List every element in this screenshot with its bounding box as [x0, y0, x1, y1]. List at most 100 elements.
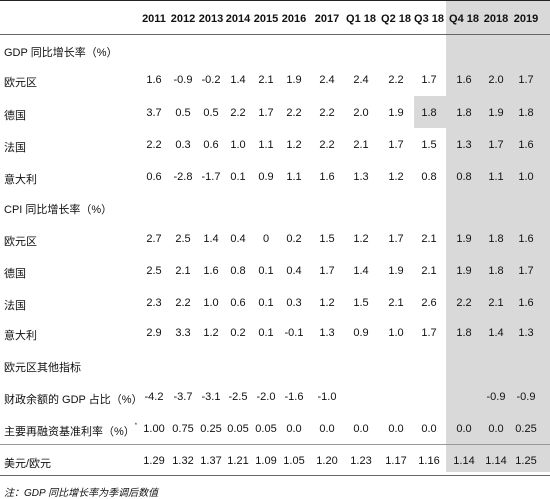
col-header: 2019 [513, 13, 539, 25]
row-label: 主要再融资基准利率（%）* [4, 423, 137, 439]
table-cell: 2.2 [388, 74, 404, 86]
table-cell: 1.7 [518, 74, 534, 86]
table-cell: -4.2 [144, 391, 164, 403]
table-cell: 2.4 [353, 74, 369, 86]
table-cell: 1.8 [456, 107, 472, 119]
table-cell: 1.14 [485, 455, 507, 467]
table-cell: 0.0 [353, 423, 369, 435]
table-cell: 1.3 [518, 327, 534, 339]
footnote-marker: * [134, 423, 138, 429]
row-label: 法国 [4, 142, 26, 154]
table-cell: 1.4 [353, 265, 369, 277]
row-label-text: 主要再融资基准利率（%） [4, 426, 135, 438]
table-cell: 1.0 [203, 297, 219, 309]
table-cell: 1.17 [385, 455, 407, 467]
table-cell: 0.0 [319, 423, 335, 435]
table-cell: 1.9 [388, 265, 404, 277]
forecast-shade-q3-ext [414, 96, 446, 128]
table-cell: 1.9 [488, 107, 504, 119]
table-cell: -0.1 [284, 327, 304, 339]
row-divider [0, 444, 550, 445]
table-cell: 0.8 [456, 171, 472, 183]
table-cell: 1.7 [258, 107, 274, 119]
table-cell: 1.4 [230, 74, 246, 86]
table-cell: 0.6 [203, 139, 219, 151]
table-cell: 2.9 [146, 327, 162, 339]
table-cell: 2.2 [146, 139, 162, 151]
table-cell: 1.1 [286, 171, 302, 183]
table-cell: -3.7 [173, 391, 193, 403]
table-cell: -2.8 [173, 171, 193, 183]
table-cell: 0.05 [255, 423, 277, 435]
table-cell: 2.2 [319, 107, 335, 119]
section-title: GDP 同比增长率（%） [4, 47, 118, 59]
table-cell: 1.2 [388, 171, 404, 183]
table-cell: -2.0 [256, 391, 276, 403]
table-cell: 0.8 [230, 265, 246, 277]
col-header: 2017 [314, 13, 340, 25]
table-cell: 1.0 [230, 139, 246, 151]
section-title: CPI 同比增长率（%） [4, 204, 113, 216]
table-cell: 2.5 [175, 233, 191, 245]
top-rule [0, 0, 550, 1]
table-cell: -0.9 [516, 391, 536, 403]
table-cell: -1.0 [317, 391, 337, 403]
table-cell: 1.0 [388, 327, 404, 339]
table-cell: 1.3 [319, 327, 335, 339]
table-cell: 0.0 [286, 423, 302, 435]
table-cell: 1.6 [518, 139, 534, 151]
row-label: 意大利 [4, 330, 37, 342]
table-cell: 0.75 [172, 423, 194, 435]
row-label: 意大利 [4, 174, 37, 186]
row-label: 财政余额的 GDP 占比（%） [4, 394, 143, 406]
table-cell: 0.25 [200, 423, 222, 435]
table-cell: 3.3 [175, 327, 191, 339]
table-cell: 2.2 [286, 107, 302, 119]
table-cell: 1.2 [319, 297, 335, 309]
table-cell: -1.6 [284, 391, 304, 403]
table-cell: 0.1 [258, 297, 274, 309]
table-cell: 2.0 [488, 74, 504, 86]
table-cell: 2.1 [421, 233, 437, 245]
table-cell: 2.1 [388, 297, 404, 309]
table-cell: 2.1 [488, 297, 504, 309]
table-cell: 1.32 [172, 455, 194, 467]
table-cell: 1.6 [456, 74, 472, 86]
table-cell: 1.09 [255, 455, 277, 467]
row-label: 法国 [4, 300, 26, 312]
table-cell: 0.3 [175, 139, 191, 151]
table-cell: 0.8 [421, 171, 437, 183]
table-cell: 0.6 [230, 297, 246, 309]
col-header: 2014 [225, 13, 251, 25]
table-cell: 1.16 [418, 455, 440, 467]
table-cell: 0.1 [258, 265, 274, 277]
table-cell: 1.8 [518, 107, 534, 119]
table-cell: -0.9 [486, 391, 506, 403]
table-cell: 1.8 [488, 265, 504, 277]
table-cell: 1.37 [200, 455, 222, 467]
table-cell: 1.6 [518, 297, 534, 309]
table-cell: 1.6 [319, 171, 335, 183]
table-cell: 0 [262, 233, 270, 245]
table-cell: 0.6 [146, 171, 162, 183]
table-cell: 1.7 [319, 265, 335, 277]
table-cell: 1.9 [456, 265, 472, 277]
table-cell: 1.05 [283, 455, 305, 467]
table-cell: 1.7 [388, 233, 404, 245]
table-cell: 1.6 [203, 265, 219, 277]
table-cell: 1.21 [227, 455, 249, 467]
table-cell: 0.1 [230, 171, 246, 183]
footnote: 注：GDP 同比增长率为季调后数值 [4, 488, 159, 499]
table-cell: 1.2 [286, 139, 302, 151]
table-cell: 0.4 [230, 233, 246, 245]
col-header: Q1 18 [346, 13, 376, 25]
table-cell: 1.3 [353, 171, 369, 183]
row-label: 美元/欧元 [4, 458, 52, 470]
table-cell: 0.05 [227, 423, 249, 435]
table-cell: 0.0 [421, 423, 437, 435]
table-cell: 2.2 [175, 297, 191, 309]
table-cell: 0.4 [286, 265, 302, 277]
row-label: 欧元区 [4, 236, 37, 248]
table-cell: 2.7 [146, 233, 162, 245]
table-cell: 1.00 [143, 423, 165, 435]
